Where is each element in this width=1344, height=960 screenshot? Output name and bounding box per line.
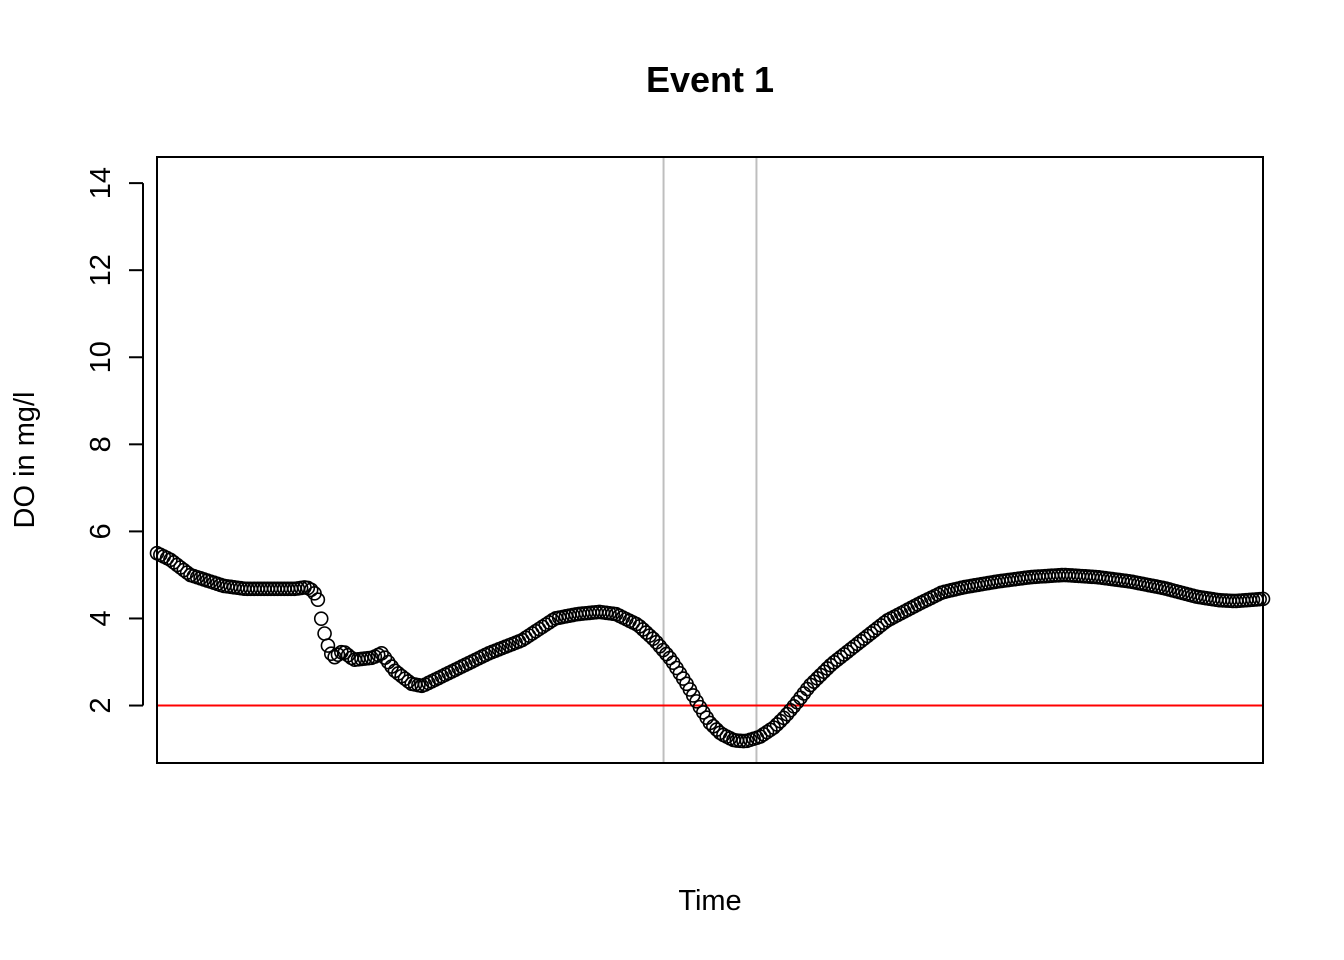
data-point — [545, 612, 560, 628]
data-point — [662, 650, 678, 666]
plot-frame — [156, 156, 1264, 764]
y-tick-label: 6 — [85, 523, 117, 539]
data-point — [313, 611, 329, 626]
data-points — [149, 545, 1271, 749]
reference-vlines — [662, 157, 758, 763]
y-tick-label: 14 — [85, 167, 117, 199]
data-point — [320, 638, 336, 653]
data-point — [793, 690, 808, 706]
data-point — [401, 674, 416, 689]
data-point — [303, 582, 319, 598]
y-tick-label: 10 — [85, 341, 117, 373]
data-point — [310, 592, 326, 607]
y-tick-label: 4 — [85, 610, 117, 626]
data-point — [330, 647, 346, 662]
y-axis-label: DO in mg/l — [9, 392, 41, 529]
y-tick-label: 8 — [85, 436, 117, 452]
data-point — [317, 626, 332, 641]
data-point — [796, 686, 812, 701]
y-axis: 2 4 6 8 10 12 14 — [85, 167, 144, 714]
y-tick-label: 12 — [85, 254, 117, 286]
data-point — [659, 646, 674, 662]
y-tick-label: 2 — [85, 697, 117, 713]
chart-title: Event 1 — [646, 59, 774, 100]
x-axis-label: Time — [678, 885, 741, 917]
data-point — [380, 654, 396, 670]
data-point — [789, 694, 805, 710]
